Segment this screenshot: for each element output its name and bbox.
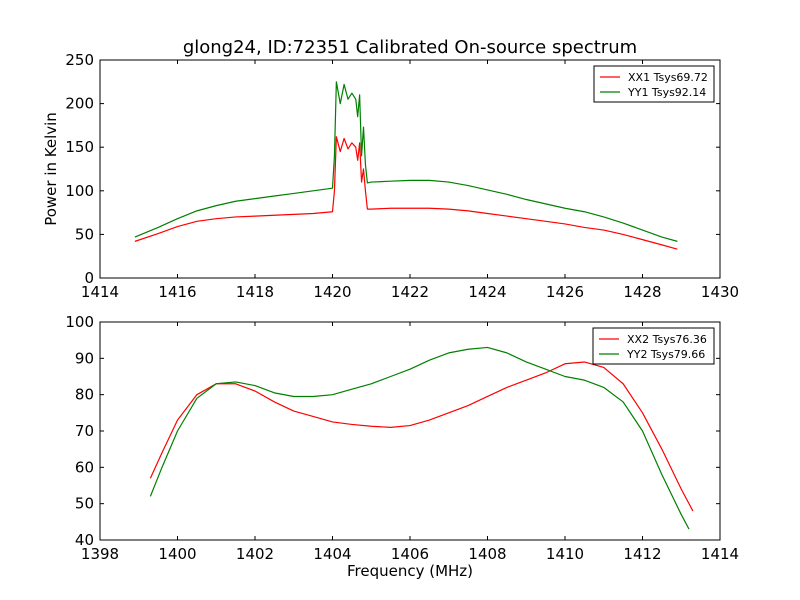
top-legend-label: XX1 Tsys69.72	[628, 71, 708, 84]
bottom-series-line-yy	[149, 346, 690, 530]
bottom-x-tick-label: 1414	[701, 545, 739, 563]
bottom-x-tick-label: 1404	[313, 545, 351, 563]
top-series-line-yy	[134, 81, 678, 242]
top-y-tick-label: 150	[65, 138, 94, 156]
top-y-tick-label: 100	[65, 182, 94, 200]
bottom-y-tick-label: 100	[65, 313, 94, 331]
top-legend	[593, 65, 715, 103]
top-x-tick-label: 1418	[236, 283, 274, 301]
bottom-y-tick-label: 80	[75, 386, 94, 404]
bottom-legend-label: YY2 Tsys79.66	[626, 348, 705, 361]
top-x-tick-label: 1426	[546, 283, 584, 301]
top-x-tick-label: 1414	[81, 283, 119, 301]
top-x-tick-label: 1420	[313, 283, 351, 301]
bottom-x-tick-label: 1402	[236, 545, 274, 563]
bottom-y-tick-label: 60	[75, 458, 94, 476]
bottom-x-tick-label: 1410	[546, 545, 584, 563]
chart-title: glong24, ID:72351 Calibrated On-source s…	[183, 37, 637, 58]
bottom-x-tick-label: 1398	[81, 545, 119, 563]
bottom-x-tick-label: 1412	[623, 545, 661, 563]
top-y-tick-label: 250	[65, 51, 94, 69]
y-axis-label: Power in Kelvin	[42, 112, 60, 226]
top-legend-label: YY1 Tsys92.14	[627, 86, 706, 99]
bottom-x-tick-label: 1406	[391, 545, 429, 563]
bottom-legend-label: XX2 Tsys76.36	[627, 333, 707, 346]
bottom-series-line-xx	[149, 361, 694, 512]
top-series-line-xx	[134, 136, 678, 250]
top-x-tick-label: 1430	[701, 283, 739, 301]
top-x-tick-label: 1422	[391, 283, 429, 301]
top-y-tick-label: 200	[65, 95, 94, 113]
bottom-panel: 1398 1400 1402 1404 1406 1408 1410 1412 1414 40 50…	[65, 313, 739, 563]
bottom-legend	[592, 327, 715, 365]
top-x-tick-label: 1428	[623, 283, 661, 301]
x-axis-label: Frequency (MHz)	[347, 562, 473, 580]
bottom-x-tick-label: 1408	[468, 545, 506, 563]
bottom-x-tick-label: 1400	[158, 545, 196, 563]
bottom-y-tick-label: 70	[75, 422, 94, 440]
bottom-y-tick-label: 40	[75, 531, 94, 549]
top-x-tick-label: 1424	[468, 283, 506, 301]
top-y-tick-label: 0	[84, 269, 94, 287]
top-x-tick-label: 1416	[158, 283, 196, 301]
top-panel: 1414 1416 1418 1420 1422 1424 1426 1428 1430 0 50 1…	[65, 51, 739, 301]
bottom-y-tick-label: 50	[75, 495, 94, 513]
top-y-tick-label: 50	[75, 225, 94, 243]
bottom-y-tick-label: 90	[75, 349, 94, 367]
